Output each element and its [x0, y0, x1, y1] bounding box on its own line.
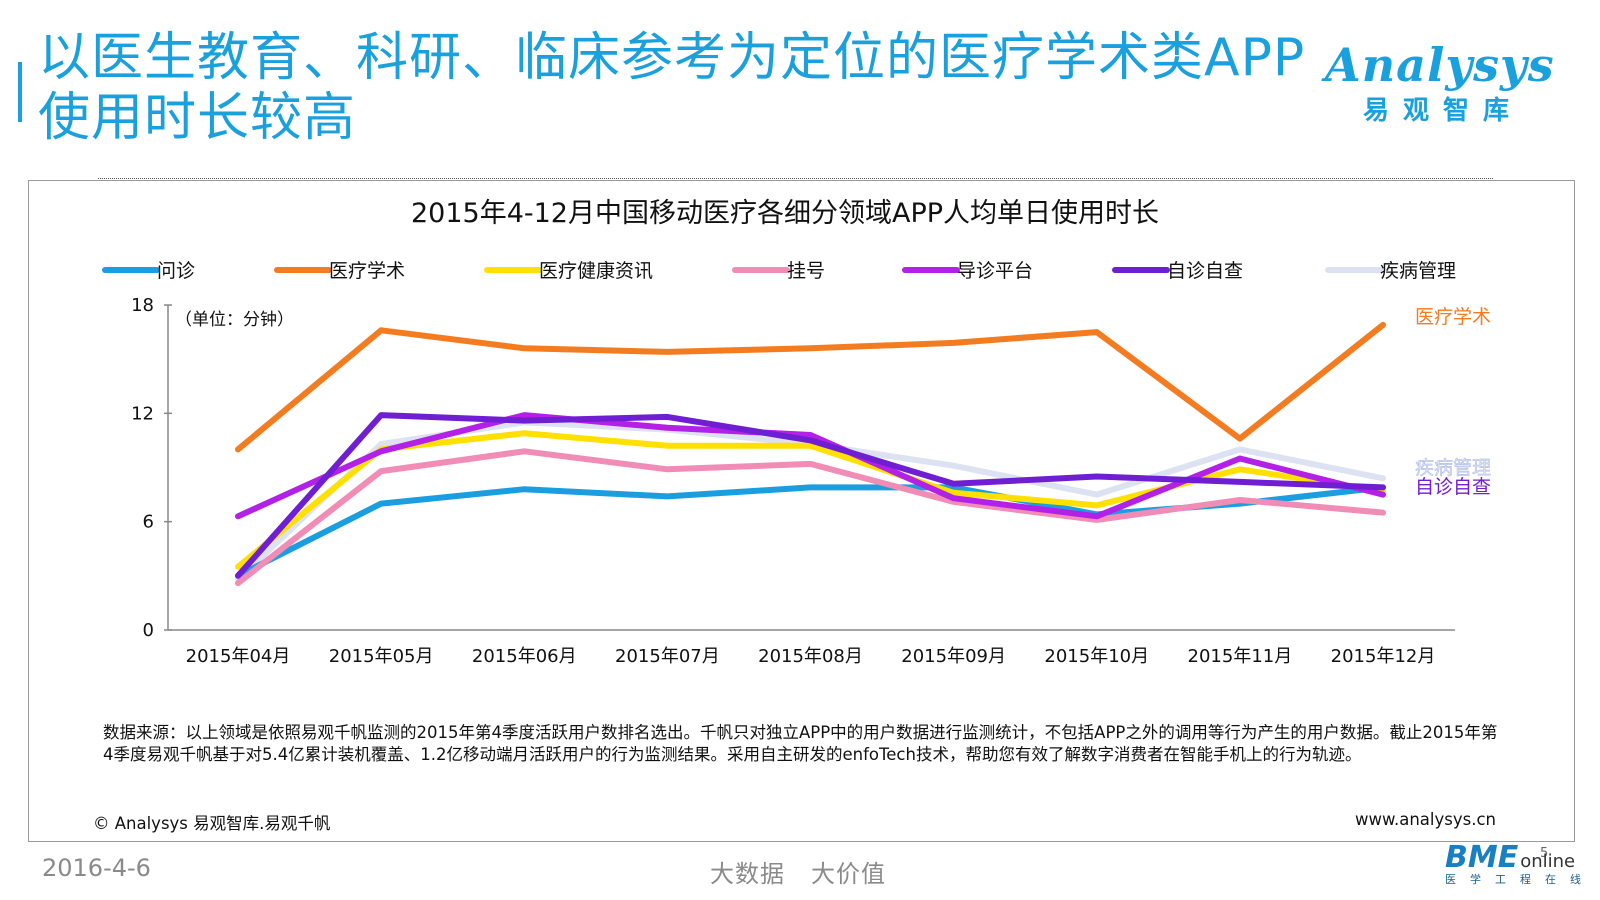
x-tick-label: 2015年09月	[901, 646, 1006, 667]
x-tick-label: 2015年05月	[329, 646, 434, 667]
legend-label: 问诊	[157, 260, 195, 282]
series-line	[235, 321, 1386, 453]
page-number: 5	[1540, 846, 1549, 861]
y-tick-label: 0	[143, 620, 154, 641]
website-link[interactable]: www.analysys.cn	[1355, 810, 1496, 829]
chart-title: 2015年4-12月中国移动医疗各细分领域APP人均单日使用时长	[411, 198, 1159, 229]
bme-logo-online: online	[1520, 851, 1576, 872]
legend-item: 挂号	[732, 260, 825, 282]
y-tick-label: 18	[131, 295, 154, 316]
slogan-part-1: 大数据	[710, 860, 785, 888]
chart-legend: 问诊 医疗学术 医疗健康资讯 挂号 导诊平台 自诊自查 疾病管理	[102, 260, 1456, 282]
legend-item: 医疗健康资讯	[484, 260, 653, 282]
chart-series	[235, 321, 1386, 587]
slogan-part-2: 大价值	[811, 860, 886, 888]
title-accent-bar	[18, 62, 22, 122]
end-label: 自诊自查	[1415, 476, 1491, 498]
end-label: 医疗学术	[1415, 306, 1491, 328]
series-line	[235, 412, 1386, 579]
logo-subtitle: 易观智库	[1363, 96, 1524, 126]
end-label: 疾病管理	[1415, 457, 1491, 479]
page-title-line-2: 使用时长较高	[38, 88, 357, 148]
logo-wordmark: Analysys	[1325, 38, 1555, 92]
copyright-text: © Analysys 易观智库.易观千帆	[93, 814, 331, 833]
bme-logo-subtitle: 医学工程在线	[1445, 873, 1595, 886]
header-divider	[98, 178, 1493, 179]
legend-label: 疾病管理	[1380, 260, 1456, 282]
x-tick-label: 2015年06月	[472, 646, 577, 667]
slide-date: 2016-4-6	[42, 854, 151, 882]
legend-label: 医疗健康资讯	[539, 260, 653, 282]
unit-note: （单位：分钟）	[175, 310, 294, 330]
x-tick-label: 2015年10月	[1044, 646, 1149, 667]
bme-online-logo: BME online 医学工程在线	[1445, 840, 1600, 900]
legend-item: 医疗学术	[274, 260, 405, 282]
x-tick-label: 2015年08月	[758, 646, 863, 667]
legend-label: 自诊自查	[1167, 260, 1243, 282]
legend-item: 问诊	[102, 260, 195, 282]
page-title: 以医生教育、科研、临床参考为定位的医疗学术类APP 使用时长较高	[38, 28, 1308, 148]
legend-item: 疾病管理	[1325, 260, 1456, 282]
bme-logo-main: BME	[1445, 840, 1519, 875]
page-title-line-1: 以医生教育、科研、临床参考为定位的医疗学术类APP	[38, 28, 1306, 88]
x-tick-label: 2015年12月	[1331, 646, 1436, 667]
legend-label: 导诊平台	[957, 260, 1033, 282]
chart-axes: 0 6 12 18 2015年04月 2015年05月 2015年06月 2015年07月 20…	[131, 295, 1455, 667]
series-line	[235, 448, 1386, 587]
series-line	[235, 484, 1386, 579]
y-tick-label: 12	[131, 403, 154, 424]
data-source-note: 数据来源：以上领域是依照易观千帆监测的2015年第4季度活跃用户数排名选出。千帆…	[103, 723, 1498, 764]
analysys-logo: Analysys 易观智库	[1325, 38, 1570, 138]
x-tick-label: 2015年04月	[186, 646, 291, 667]
legend-label: 挂号	[787, 260, 825, 282]
slogan: 大数据 大价值	[710, 854, 912, 889]
legend-item: 自诊自查	[1112, 260, 1243, 282]
legend-item: 导诊平台	[902, 260, 1033, 282]
x-tick-label: 2015年11月	[1188, 646, 1293, 667]
y-tick-label: 6	[143, 512, 154, 533]
chart-panel	[28, 180, 1575, 842]
legend-label: 医疗学术	[329, 260, 405, 282]
x-tick-label: 2015年07月	[615, 646, 720, 667]
